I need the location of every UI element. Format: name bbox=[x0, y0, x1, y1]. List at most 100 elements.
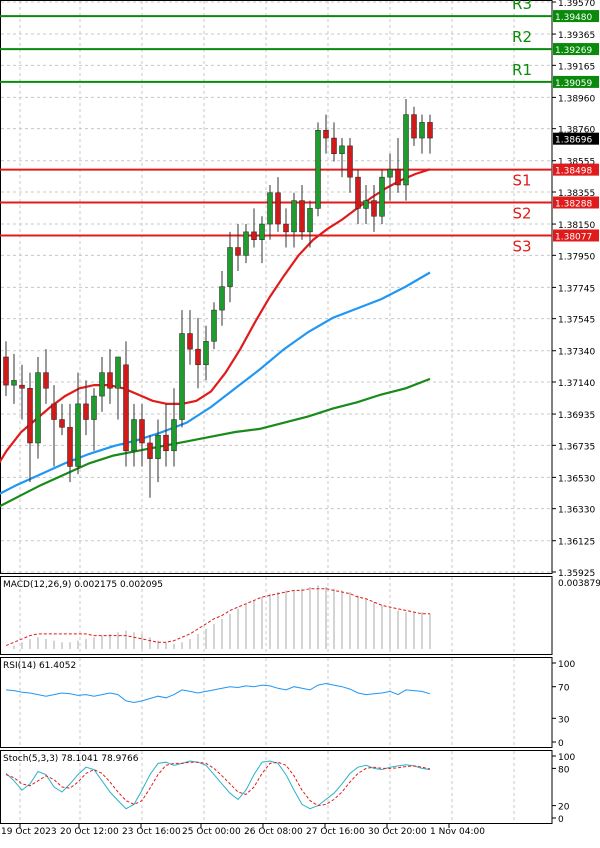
rsi-tick-label-2: 30 bbox=[558, 715, 570, 725]
candle-body-28 bbox=[227, 247, 233, 287]
candle-body-41 bbox=[331, 137, 337, 154]
candle-body-17 bbox=[139, 419, 145, 444]
candle-body-37 bbox=[299, 200, 305, 233]
candle-body-11 bbox=[91, 395, 97, 420]
candle-body-13 bbox=[107, 372, 113, 389]
current-price-tag bbox=[553, 132, 599, 145]
candle-body-23 bbox=[187, 333, 193, 350]
candle-body-43 bbox=[347, 145, 353, 178]
candle-body-6 bbox=[51, 403, 57, 420]
level-name-s2: S2 bbox=[512, 204, 531, 222]
candle-body-9 bbox=[75, 403, 81, 467]
ytick-label-7: 1.38150 bbox=[558, 221, 595, 231]
candle-body-45 bbox=[363, 200, 369, 209]
level-tag-s3 bbox=[553, 229, 599, 242]
candle-body-26 bbox=[211, 309, 217, 342]
ytick-label-13: 1.36935 bbox=[558, 411, 595, 421]
candle-body-34 bbox=[275, 192, 281, 225]
rsi-label: RSI(14) 61.4052 bbox=[3, 661, 76, 671]
candle-body-50 bbox=[403, 114, 409, 186]
candle-body-32 bbox=[259, 223, 265, 240]
level-tag-r2 bbox=[553, 43, 599, 56]
candle-body-0 bbox=[3, 356, 9, 386]
candle-body-10 bbox=[83, 403, 89, 420]
candle-body-19 bbox=[155, 434, 161, 459]
candle-body-2 bbox=[19, 384, 25, 389]
candle-body-1 bbox=[11, 380, 17, 386]
candle-body-36 bbox=[291, 200, 297, 233]
ytick-label-0: 1.39570 bbox=[558, 0, 595, 9]
stoch-tick-label-3: 0 bbox=[558, 815, 564, 825]
macd-ytick: 0.003879 bbox=[558, 579, 600, 589]
candle-body-25 bbox=[203, 341, 209, 366]
level-tag-text-r2: 1.39269 bbox=[555, 46, 592, 56]
level-name-r1: R1 bbox=[512, 61, 532, 79]
candle-body-5 bbox=[43, 372, 49, 389]
candle-body-7 bbox=[59, 419, 65, 428]
ytick-label-10: 1.37545 bbox=[558, 316, 595, 326]
level-tag-text-s3: 1.38077 bbox=[555, 232, 592, 242]
level-name-r2: R2 bbox=[512, 28, 532, 46]
candle-body-16 bbox=[131, 419, 137, 452]
candle-body-39 bbox=[315, 129, 321, 209]
candle-body-38 bbox=[307, 208, 313, 233]
stoch-k-line bbox=[5, 760, 431, 810]
candle-body-42 bbox=[339, 145, 345, 154]
candle-body-27 bbox=[219, 286, 225, 311]
xtick-label-3: 25 Oct 00:00 bbox=[182, 827, 241, 837]
candle-body-47 bbox=[379, 176, 385, 217]
ytick-label-12: 1.37140 bbox=[558, 379, 595, 389]
ytick-label-5: 1.38555 bbox=[558, 158, 595, 168]
candle-body-21 bbox=[171, 419, 177, 452]
level-tag-text-s2: 1.38288 bbox=[555, 199, 592, 209]
stoch-tick-label-0: 100 bbox=[558, 753, 575, 763]
candle-body-35 bbox=[283, 223, 289, 233]
xtick-label-2: 23 Oct 16:00 bbox=[122, 827, 181, 837]
stoch-tick-label-2: 20 bbox=[558, 803, 570, 813]
level-tag-r3 bbox=[553, 10, 599, 23]
rsi-tick-label-1: 70 bbox=[558, 684, 570, 694]
ytick-label-8: 1.37950 bbox=[558, 252, 595, 262]
candle-body-20 bbox=[163, 434, 169, 452]
candle-body-15 bbox=[123, 364, 129, 452]
current-price-label: 1.38696 bbox=[555, 136, 592, 146]
level-name-r3: R3 bbox=[512, 0, 532, 13]
candle-body-52 bbox=[419, 122, 425, 139]
candle-body-31 bbox=[251, 231, 257, 240]
rsi-tick-label-0: 100 bbox=[558, 660, 575, 670]
candle-body-22 bbox=[179, 333, 185, 420]
xtick-label-7: 1 Nov 04:00 bbox=[430, 827, 485, 837]
rsi-tick-label-3: 0 bbox=[558, 739, 564, 749]
ytick-label-16: 1.36330 bbox=[558, 506, 595, 516]
ytick-label-17: 1.36125 bbox=[558, 538, 595, 548]
level-name-s1: S1 bbox=[512, 172, 531, 190]
rsi-line bbox=[5, 682, 431, 704]
candle-body-53 bbox=[427, 122, 433, 139]
candle-body-24 bbox=[195, 348, 201, 366]
candle-body-8 bbox=[67, 427, 73, 467]
ytick-label-3: 1.38960 bbox=[558, 94, 595, 104]
panel-frame-2 bbox=[0, 657, 553, 748]
macd-signal-line bbox=[5, 588, 430, 647]
candle-body-48 bbox=[387, 169, 393, 178]
ytick-label-14: 1.36735 bbox=[558, 442, 595, 452]
level-tag-s2 bbox=[553, 196, 599, 209]
level-tag-text-r3: 1.39480 bbox=[555, 13, 592, 23]
candle-body-18 bbox=[147, 442, 153, 459]
candle-body-12 bbox=[99, 372, 105, 397]
level-tag-s1 bbox=[553, 163, 599, 176]
candle-body-51 bbox=[411, 114, 417, 139]
candle-body-40 bbox=[323, 129, 329, 139]
ytick-label-9: 1.37745 bbox=[558, 284, 595, 294]
ytick-label-18: 1.35925 bbox=[558, 569, 595, 579]
level-tag-text-s1: 1.38498 bbox=[555, 167, 592, 177]
candle-body-30 bbox=[243, 231, 249, 256]
level-name-s3: S3 bbox=[512, 237, 531, 255]
xtick-label-6: 30 Oct 20:00 bbox=[368, 827, 427, 837]
ytick-label-11: 1.37340 bbox=[558, 348, 595, 358]
ma-line-1 bbox=[0, 271, 431, 495]
candle-body-49 bbox=[395, 169, 401, 186]
stoch-label: Stoch(5,3,3) 78.1041 78.9766 bbox=[3, 754, 139, 764]
